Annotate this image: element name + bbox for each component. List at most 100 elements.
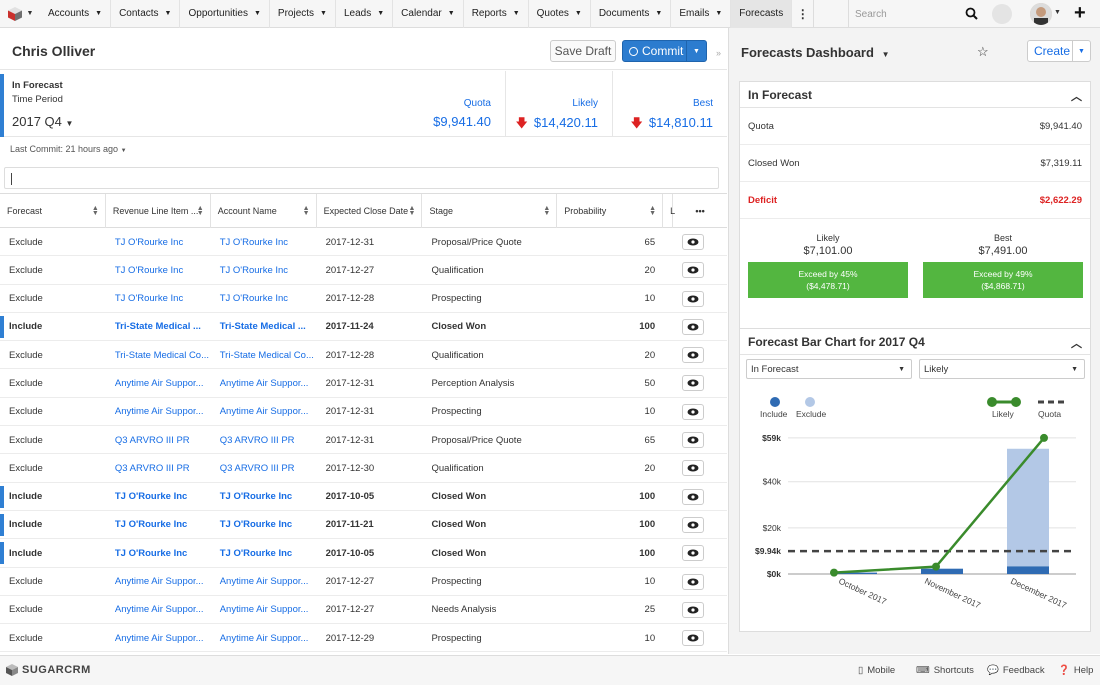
- cell-rli[interactable]: TJ O'Rourke Inc: [114, 293, 184, 305]
- save-draft-button[interactable]: Save Draft: [550, 40, 616, 62]
- cell-account[interactable]: TJ O'Rourke Inc: [219, 293, 289, 305]
- chevron-up-icon[interactable]: ︿: [1071, 338, 1082, 350]
- nav-item-quotes[interactable]: Quotes ▼: [529, 0, 591, 28]
- row-actions-menu-icon[interactable]: •••: [695, 206, 705, 216]
- column-header-6[interactable]: L: [663, 194, 675, 228]
- favorite-star-icon[interactable]: ☆: [977, 44, 989, 59]
- preview-button[interactable]: [682, 234, 705, 250]
- cell-forecast[interactable]: Exclude: [9, 434, 43, 446]
- preview-button[interactable]: [682, 290, 705, 307]
- column-header-4[interactable]: Stage ▲ ▼: [422, 194, 558, 228]
- preview-button[interactable]: [682, 375, 705, 392]
- cell-forecast[interactable]: Include: [9, 519, 43, 531]
- last-commit-toggle[interactable]: Last Commit: 21 hours ago ▼: [10, 144, 127, 154]
- cell-rli[interactable]: TJ O'Rourke Inc: [114, 264, 184, 276]
- cell-rli[interactable]: Anytime Air Suppor...: [114, 377, 204, 389]
- cell-forecast[interactable]: Exclude: [9, 264, 43, 276]
- time-period-select[interactable]: 2017 Q4 ▼: [12, 114, 73, 129]
- cell-account[interactable]: Anytime Air Suppor...: [219, 576, 309, 588]
- sort-icon[interactable]: ▲ ▼: [543, 205, 551, 217]
- notifications-icon[interactable]: [992, 4, 1012, 24]
- column-header-5[interactable]: Probability ▲ ▼: [557, 194, 664, 228]
- preview-button[interactable]: [682, 318, 705, 335]
- cell-forecast[interactable]: Exclude: [9, 377, 43, 389]
- preview-button[interactable]: [682, 262, 705, 279]
- cell-account[interactable]: Anytime Air Suppor...: [219, 377, 309, 389]
- quick-create-icon[interactable]: +: [1074, 2, 1086, 24]
- more-modules-icon[interactable]: ⋮: [792, 0, 815, 28]
- cell-rli[interactable]: Tri-State Medical Co...: [114, 349, 210, 361]
- dashboard-title[interactable]: Forecasts Dashboard ▼: [741, 45, 889, 60]
- global-search[interactable]: Search: [848, 0, 986, 28]
- chevron-down-icon[interactable]: ▼: [1072, 41, 1090, 61]
- cell-rli[interactable]: Q3 ARVRO III PR: [114, 434, 190, 446]
- commit-button[interactable]: Commit ▼: [622, 40, 707, 62]
- nav-item-reports[interactable]: Reports ▼: [464, 0, 529, 28]
- cell-account[interactable]: TJ O'Rourke Inc: [219, 547, 293, 559]
- sugar-cube-menu[interactable]: ▼: [0, 0, 40, 28]
- chevron-down-icon[interactable]: ▼: [447, 10, 455, 17]
- cell-account[interactable]: Q3 ARVRO III PR: [219, 434, 295, 446]
- cell-account[interactable]: Anytime Air Suppor...: [219, 632, 309, 644]
- chevron-down-icon[interactable]: ▼: [95, 10, 103, 17]
- cell-forecast[interactable]: Include: [9, 491, 43, 503]
- nav-item-documents[interactable]: Documents ▼: [591, 0, 672, 28]
- chevron-down-icon[interactable]: ▼: [655, 10, 663, 17]
- feedback-link[interactable]: 💬 Feedback: [987, 665, 1045, 676]
- sort-icon[interactable]: ▲ ▼: [408, 205, 416, 217]
- nav-item-calendar[interactable]: Calendar ▼: [393, 0, 464, 28]
- sort-icon[interactable]: ▲ ▼: [302, 205, 310, 217]
- cell-forecast[interactable]: Exclude: [9, 236, 43, 248]
- cell-forecast[interactable]: Exclude: [9, 462, 43, 474]
- nav-item-contacts[interactable]: Contacts ▼: [111, 0, 181, 28]
- forecast-filter-select[interactable]: In Forecast ▼: [746, 359, 912, 379]
- cell-forecast[interactable]: Exclude: [9, 349, 43, 361]
- chevron-down-icon[interactable]: ▼: [1054, 9, 1061, 16]
- chevron-down-icon[interactable]: ▼: [512, 10, 520, 17]
- nav-item-leads[interactable]: Leads ▼: [336, 0, 394, 28]
- cell-account[interactable]: TJ O'Rourke Inc: [219, 236, 289, 248]
- preview-button[interactable]: [682, 573, 705, 590]
- chevron-down-icon[interactable]: ▼: [574, 10, 582, 17]
- cell-rli[interactable]: Anytime Air Suppor...: [114, 406, 204, 418]
- nav-item-accounts[interactable]: Accounts ▼: [40, 0, 112, 28]
- cell-rli[interactable]: TJ O'Rourke Inc: [114, 491, 188, 503]
- chevron-up-icon[interactable]: ︿: [1071, 91, 1082, 103]
- mobile-link[interactable]: ▯ Mobile: [858, 665, 895, 676]
- cell-account[interactable]: Q3 ARVRO III PR: [219, 462, 295, 474]
- nav-item-opportunities[interactable]: Opportunities ▼: [180, 0, 270, 28]
- cell-account[interactable]: Tri-State Medical Co...: [219, 349, 314, 361]
- chevron-down-icon[interactable]: ▼: [686, 41, 706, 61]
- cell-rli[interactable]: Tri-State Medical ...: [114, 321, 201, 333]
- cell-forecast[interactable]: Exclude: [9, 604, 43, 616]
- preview-button[interactable]: [682, 432, 705, 449]
- preview-button[interactable]: [682, 630, 705, 647]
- cell-account[interactable]: Tri-State Medical ...: [219, 321, 306, 333]
- shortcuts-link[interactable]: ⌨ Shortcuts: [916, 665, 974, 676]
- cell-rli[interactable]: Anytime Air Suppor...: [114, 604, 204, 616]
- cell-forecast[interactable]: Exclude: [9, 632, 43, 644]
- sort-icon[interactable]: ▲ ▼: [649, 205, 657, 217]
- search-icon[interactable]: [965, 7, 978, 20]
- cell-rli[interactable]: Q3 ARVRO III PR: [114, 462, 190, 474]
- cell-account[interactable]: TJ O'Rourke Inc: [219, 519, 293, 531]
- preview-button[interactable]: [682, 347, 705, 364]
- column-header-2[interactable]: Account Name ▲ ▼: [211, 194, 317, 228]
- sort-icon[interactable]: ▲ ▼: [196, 205, 204, 217]
- likely-filter-select[interactable]: Likely ▼: [919, 359, 1085, 379]
- preview-button[interactable]: [682, 460, 705, 477]
- nav-item-projects[interactable]: Projects ▼: [270, 0, 336, 28]
- cell-rli[interactable]: TJ O'Rourke Inc: [114, 236, 184, 248]
- chevron-down-icon[interactable]: ▼: [715, 10, 723, 17]
- preview-button[interactable]: [682, 545, 705, 562]
- preview-button[interactable]: [682, 516, 705, 533]
- create-button[interactable]: Create ▼: [1027, 40, 1091, 62]
- nav-item-forecasts[interactable]: Forecasts: [731, 0, 793, 28]
- cell-account[interactable]: TJ O'Rourke Inc: [219, 491, 293, 503]
- cell-forecast[interactable]: Include: [9, 321, 43, 333]
- cell-account[interactable]: Anytime Air Suppor...: [219, 406, 309, 418]
- filter-input[interactable]: [4, 167, 719, 189]
- collapse-panel-icon[interactable]: »: [716, 48, 722, 58]
- cell-forecast[interactable]: Exclude: [9, 576, 43, 588]
- cell-rli[interactable]: Anytime Air Suppor...: [114, 632, 204, 644]
